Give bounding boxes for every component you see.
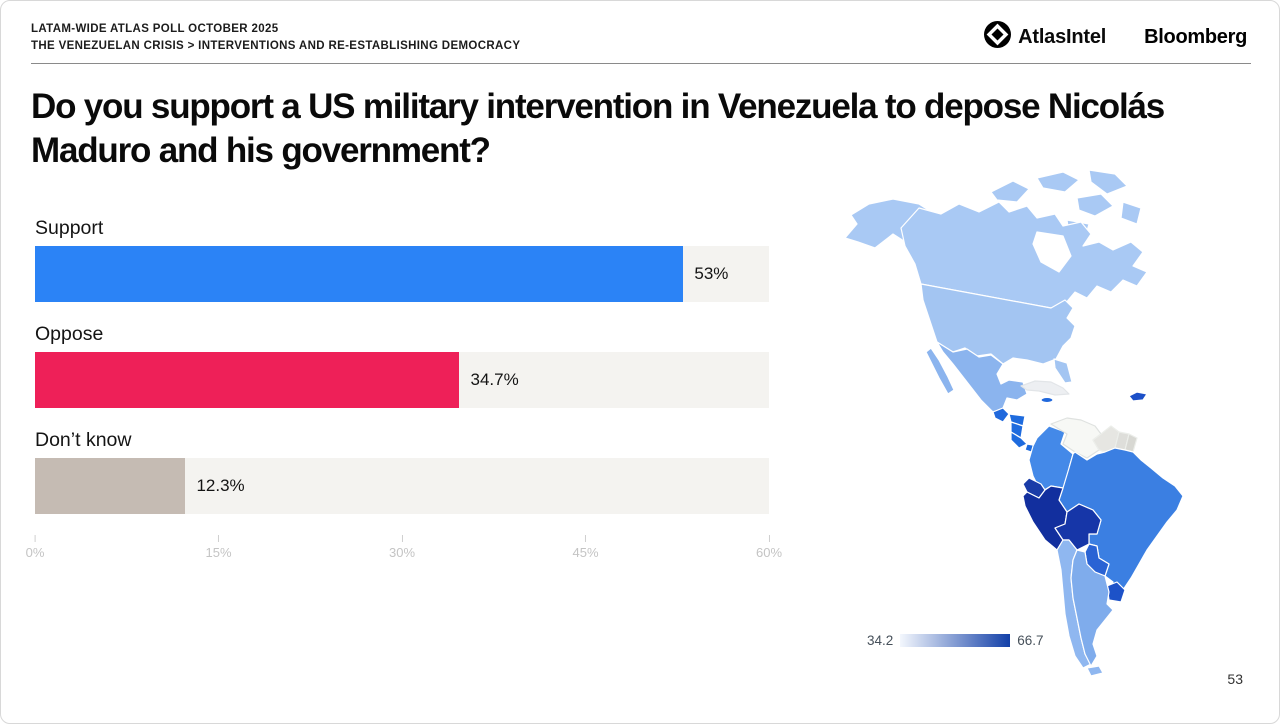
map-jamaica <box>1040 396 1054 404</box>
x-tick-0: 0% <box>26 535 44 560</box>
bar-label-dont-know: Don’t know <box>35 429 132 451</box>
bar-row-oppose: Oppose 34.7% <box>35 323 769 408</box>
kicker-line-1: LATAM-WIDE ATLAS POLL OCTOBER 2025 <box>31 23 279 35</box>
map-legend: 34.2 66.7 <box>867 633 1044 648</box>
atlasintel-diamond-icon <box>984 21 1012 53</box>
americas-map <box>841 167 1191 679</box>
x-tick-60: 60% <box>756 535 782 560</box>
bar-value-dont-know: 12.3% <box>196 476 245 495</box>
kicker: LATAM-WIDE ATLAS POLL OCTOBER 2025 THE V… <box>31 21 520 55</box>
map-legend-min: 34.2 <box>867 633 894 648</box>
bar-track: 12.3% <box>35 458 769 514</box>
map-legend-gradient <box>900 634 1011 647</box>
bar-chart: Support 53% Oppose 34.7% Don’t know 12.3… <box>26 217 782 569</box>
bar-fill-support <box>35 246 684 302</box>
bar-value-oppose: 34.7% <box>470 370 519 389</box>
americas-map-svg <box>844 169 1184 677</box>
map-florida <box>1053 358 1073 384</box>
x-tick-15: 15% <box>205 535 232 560</box>
bar-value-support: 53% <box>694 264 729 283</box>
x-tick-45: 45% <box>572 535 599 560</box>
x-tick-30: 30% <box>389 535 415 560</box>
atlasintel-logo: AtlasIntel <box>984 21 1106 53</box>
question-title: Do you support a US military interventio… <box>31 87 1165 170</box>
bar-row-support: Support 53% <box>35 217 769 302</box>
map-uruguay <box>1106 581 1126 603</box>
map-hispaniola <box>1128 391 1148 402</box>
kicker-line-2: THE VENEZUELAN CRISIS > INTERVENTIONS AN… <box>31 40 521 52</box>
bar-label-oppose: Oppose <box>35 323 104 345</box>
brand-logos: AtlasIntel Bloomberg <box>984 21 1247 53</box>
map-costa-rica <box>1010 431 1028 449</box>
map-arctic-islands <box>990 169 1142 239</box>
bar-track: 34.7% <box>35 352 769 408</box>
map-tierra-del-fuego <box>1086 665 1104 677</box>
bar-fill-oppose <box>35 352 460 408</box>
atlasintel-wordmark: AtlasIntel <box>1018 25 1107 48</box>
map-baja-california <box>925 347 955 395</box>
map-legend-max: 66.7 <box>1017 633 1044 648</box>
map-argentina <box>1070 549 1114 667</box>
map-guatemala <box>992 407 1010 423</box>
map-cuba <box>1020 380 1070 396</box>
bar-track: 53% <box>35 246 769 302</box>
map-peru <box>1022 485 1068 551</box>
page-number: 53 <box>1227 671 1243 687</box>
bar-fill-dont-know <box>35 458 186 514</box>
header-divider <box>31 63 1251 64</box>
bloomberg-wordmark: Bloomberg <box>1144 25 1247 48</box>
map-hudson-bay <box>1032 231 1072 273</box>
x-axis: 0% 15% 30% 45% 60% <box>26 535 782 569</box>
bar-row-dont-know: Don’t know 12.3% <box>35 429 769 514</box>
bar-label-support: Support <box>35 217 104 239</box>
